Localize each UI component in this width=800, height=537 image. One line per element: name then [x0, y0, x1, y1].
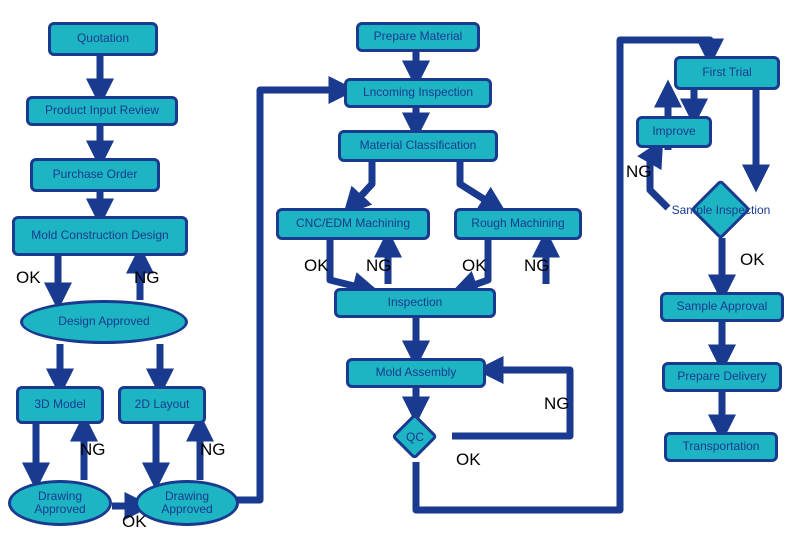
node-improve: Improve: [636, 116, 712, 148]
edge-label-ok4: OK: [462, 256, 487, 276]
arrow-26: [650, 148, 668, 208]
node-incoming_inspection: Lncoming Inspection: [344, 78, 492, 108]
node-first_trial: First Trial: [674, 56, 780, 90]
edge-label-ok2: OK: [122, 512, 147, 532]
node-purchase_order: Purchase Order: [30, 158, 160, 192]
arrow-31: [232, 90, 346, 500]
edge-label-ng5: NG: [524, 256, 550, 276]
node-layout_2d: 2D Layout: [118, 386, 206, 424]
node-prepare_delivery: Prepare Delivery: [662, 362, 782, 392]
node-inspection: Inspection: [334, 288, 496, 318]
arrow-15: [330, 240, 370, 290]
edge-label-ok1: OK: [16, 268, 41, 288]
node-model_3d: 3D Model: [16, 386, 104, 424]
node-mold_assembly: Mold Assembly: [346, 358, 486, 388]
edge-label-ng3: NG: [200, 440, 226, 460]
node-cnc_edm: CNC/EDM Machining: [276, 208, 430, 240]
node-drawing_approved_1: Drawing Approved: [8, 480, 112, 526]
node-mold_construction: Mold Construction Design: [12, 216, 188, 256]
node-product_input_review: Product Input Review: [26, 96, 178, 126]
node-prepare_material: Prepare Material: [356, 22, 480, 52]
arrow-13: [350, 162, 372, 208]
node-quotation: Quotation: [48, 22, 158, 56]
node-sample_inspection: Sample Inspection: [668, 180, 774, 240]
edge-label-ng6: NG: [544, 394, 570, 414]
flowchart-canvas: Quotation Product Input Review Purchase Or…: [0, 0, 800, 537]
node-label-sample_inspection: Sample Inspection: [668, 203, 774, 217]
node-sample_approval: Sample Approval: [660, 292, 784, 322]
edge-label-ng1: NG: [134, 268, 160, 288]
arrow-14: [460, 162, 498, 208]
edge-label-ok5: OK: [456, 450, 481, 470]
edge-label-ok3: OK: [304, 256, 329, 276]
node-rough_machining: Rough Machining: [454, 208, 582, 240]
edge-label-ok6: OK: [740, 250, 765, 270]
node-transportation: Transportation: [664, 432, 778, 462]
edge-label-ng2: NG: [80, 440, 106, 460]
edge-label-ng4: NG: [366, 256, 392, 276]
node-drawing_approved_2: Drawing Approved: [135, 480, 239, 526]
node-design_approved: Design Approved: [20, 300, 188, 344]
node-qc: QC: [376, 414, 454, 460]
edge-label-ng7: NG: [626, 162, 652, 182]
node-label-qc: QC: [376, 430, 454, 444]
node-material_classification: Material Classification: [338, 130, 498, 162]
